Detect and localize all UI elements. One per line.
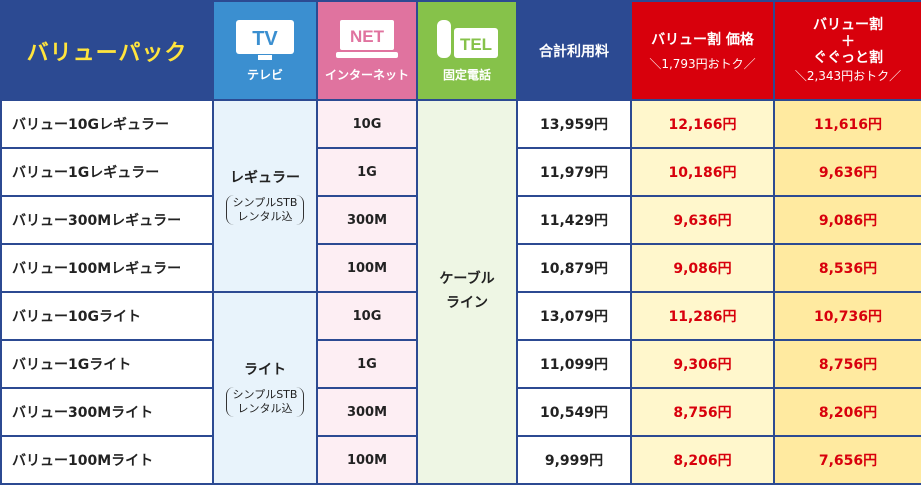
total-fee: 10,879円	[516, 243, 632, 293]
value-price: 8,756円	[630, 387, 775, 437]
total-fee: 13,079円	[516, 291, 632, 341]
value-price: 9,636円	[630, 195, 775, 245]
svg-text:TEL: TEL	[460, 35, 492, 54]
tel-label-line1: ケーブル	[439, 271, 495, 288]
value-price-saving: ＼1,793円おトク／	[649, 57, 756, 71]
group-note-line2: レンタル込	[237, 210, 293, 223]
group-note: シンプルSTB レンタル込	[225, 195, 305, 225]
value-plus-line1: バリュー割	[813, 17, 883, 34]
value-price: 8,206円	[630, 435, 775, 485]
plan-name: バリュー10Gライト	[0, 291, 214, 341]
net-speed: 300M	[316, 195, 418, 245]
monitor-icon: NET	[336, 20, 398, 58]
plan-name: バリュー300Mレギュラー	[0, 195, 214, 245]
table-row: バリュー1Gレギュラー 1G 11,979円 10,186円 9,636円	[0, 147, 921, 197]
brand-title: バリューパック	[0, 0, 214, 101]
net-speed: 10G	[316, 99, 418, 149]
table-row: バリュー100Mライト 100M 9,999円 8,206円 7,656円	[0, 435, 921, 485]
value-plus-line2: ＋	[841, 33, 855, 50]
value-plus-price: 9,636円	[773, 147, 921, 197]
value-price: 12,166円	[630, 99, 775, 149]
value-plus-price: 8,536円	[773, 243, 921, 293]
value-plus-price: 9,086円	[773, 195, 921, 245]
header-tv: TV テレビ	[212, 0, 318, 101]
group-note-line2: レンタル込	[237, 402, 293, 415]
header-value-plus: バリュー割 ＋ ぐぐっと割 ＼2,343円おトク／	[773, 0, 921, 101]
tv-caption: テレビ	[246, 68, 283, 82]
table-row: バリュー10Gライト ライト シンプルSTB レンタル込 10G 13,079円…	[0, 291, 921, 485]
net-speed: 10G	[316, 291, 418, 341]
group-note: シンプルSTB レンタル込	[225, 387, 305, 417]
value-plus-line3: ぐぐっと割	[813, 49, 883, 66]
value-plus-price: 11,616円	[773, 99, 921, 149]
value-plus-price: 8,206円	[773, 387, 921, 437]
table-row: バリュー1Gライト 1G 11,099円 9,306円 8,756円	[0, 339, 921, 389]
group-label: レギュラー	[230, 170, 300, 187]
plan-name: バリュー1Gレギュラー	[0, 147, 214, 197]
value-plus-price: 10,736円	[773, 291, 921, 341]
net-speed: 1G	[316, 339, 418, 389]
total-fee: 10,549円	[516, 387, 632, 437]
net-speed: 300M	[316, 387, 418, 437]
value-price-title: バリュー割 価格	[651, 32, 754, 48]
value-plus-price: 8,756円	[773, 339, 921, 389]
plan-name: バリュー100Mライト	[0, 435, 214, 485]
total-fee: 9,999円	[516, 435, 632, 485]
total-fee: 11,429円	[516, 195, 632, 245]
value-plus-price: 7,656円	[773, 435, 921, 485]
svg-text:TV: TV	[252, 28, 278, 50]
svg-text:NET: NET	[350, 27, 385, 46]
net-speed: 100M	[316, 243, 418, 293]
total-fee: 11,099円	[516, 339, 632, 389]
table-row: バリュー300Mレギュラー 300M 11,429円 9,636円 9,086円	[0, 195, 921, 245]
tel-caption: 固定電話	[442, 68, 491, 82]
value-price: 9,086円	[630, 243, 775, 293]
plan-name: バリュー10Gレギュラー	[0, 99, 214, 149]
value-price: 9,306円	[630, 339, 775, 389]
header-net: NET インターネット	[316, 0, 418, 101]
phone-icon: TEL	[437, 20, 498, 58]
total-fee: 13,959円	[516, 99, 632, 149]
group-note-line1: シンプルSTB	[232, 388, 298, 402]
table-row: バリュー10Gレギュラー レギュラー シンプルSTB レンタル込 10G ケーブ…	[0, 99, 921, 485]
header-total: 合計利用料	[516, 0, 632, 101]
net-caption: インターネット	[324, 68, 409, 82]
net-speed: 100M	[316, 435, 418, 485]
plan-name: バリュー100Mレギュラー	[0, 243, 214, 293]
plan-name: バリュー1Gライト	[0, 339, 214, 389]
net-speed: 1G	[316, 147, 418, 197]
table-row: バリュー300Mライト 300M 10,549円 8,756円 8,206円	[0, 387, 921, 437]
value-price: 11,286円	[630, 291, 775, 341]
plan-name: バリュー300Mライト	[0, 387, 214, 437]
value-price: 10,186円	[630, 147, 775, 197]
header-tel: TEL 固定電話	[416, 0, 518, 101]
group-label: ライト	[244, 362, 286, 379]
tv-icon: TV	[236, 20, 294, 60]
tel-label-line2: ライン	[446, 295, 488, 311]
value-plus-saving: ＼2,343円おトク／	[794, 68, 902, 83]
table-row: バリュー100Mレギュラー 100M 10,879円 9,086円 8,536円	[0, 243, 921, 293]
tv-group-regular: レギュラー シンプルSTB レンタル込	[212, 99, 318, 293]
header-value-price: バリュー割 価格 ＼1,793円おトク／	[630, 0, 775, 101]
tv-group-light: ライト シンプルSTB レンタル込	[212, 291, 318, 485]
total-fee: 11,979円	[516, 147, 632, 197]
group-note-line1: シンプルSTB	[232, 196, 298, 210]
tel-cable-line: ケーブル ライン	[416, 99, 518, 485]
